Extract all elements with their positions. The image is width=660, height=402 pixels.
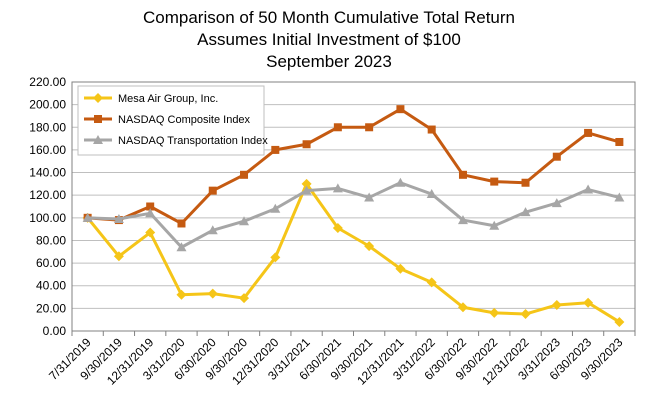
data-point: [177, 219, 186, 228]
data-point: [583, 184, 594, 194]
data-point: [521, 178, 530, 187]
y-tick-label: 160.00: [29, 143, 66, 157]
legend-marker-swatch: [93, 93, 103, 103]
data-point: [426, 189, 437, 199]
data-point: [113, 251, 124, 262]
chart-title-line-3: September 2023: [266, 52, 392, 71]
y-tick-label: 180.00: [29, 120, 66, 134]
data-point: [270, 252, 281, 263]
y-tick-label: 200.00: [29, 98, 66, 112]
data-point: [332, 183, 343, 193]
legend-marker-swatch: [94, 115, 102, 123]
y-tick-label: 0.00: [43, 324, 67, 338]
data-point: [614, 316, 625, 327]
data-point: [489, 220, 500, 230]
data-point: [270, 203, 281, 213]
series-line-2: [87, 181, 620, 249]
data-point: [364, 192, 375, 202]
data-point: [207, 288, 218, 299]
data-point: [490, 177, 499, 186]
data-point: [82, 212, 93, 222]
y-tick-label: 20.00: [36, 301, 66, 315]
y-tick-label: 60.00: [36, 256, 66, 270]
series-line-0: [86, 182, 621, 324]
data-point: [584, 128, 593, 137]
data-point: [615, 137, 624, 146]
data-point: [426, 277, 437, 288]
data-point: [489, 307, 500, 318]
data-point: [520, 207, 531, 217]
legend-label: Mesa Air Group, Inc.: [118, 93, 218, 105]
data-point: [395, 177, 406, 187]
data-point: [207, 225, 218, 235]
data-point: [176, 289, 187, 300]
y-tick-label: 100.00: [29, 211, 66, 225]
data-point: [614, 192, 625, 202]
data-point: [457, 215, 468, 225]
data-point: [457, 302, 468, 313]
legend-marker-swatch: [93, 135, 103, 144]
data-point: [271, 145, 280, 154]
legend-label: NASDAQ Composite Index: [118, 114, 251, 126]
chart-title-line-2: Assumes Initial Investment of $100: [197, 30, 461, 49]
y-tick-label: 40.00: [36, 279, 66, 293]
data-point: [208, 186, 217, 195]
data-point: [146, 202, 155, 211]
data-point: [239, 216, 250, 226]
data-point: [520, 309, 531, 320]
data-point: [301, 185, 312, 195]
data-point: [333, 123, 342, 132]
data-point: [364, 241, 375, 252]
y-tick-label: 120.00: [29, 188, 66, 202]
data-point: [551, 198, 562, 208]
data-point: [113, 213, 124, 223]
data-point: [552, 152, 561, 161]
y-tick-label: 80.00: [36, 233, 66, 247]
data-point: [240, 170, 249, 179]
data-point: [427, 125, 436, 134]
series-line-1: [87, 107, 620, 225]
data-point: [176, 242, 187, 252]
y-tick-label: 140.00: [29, 166, 66, 180]
data-point: [145, 227, 156, 238]
legend: Mesa Air Group, Inc. NASDAQ Composite Ind…: [77, 85, 268, 156]
data-point: [458, 170, 467, 179]
data-point: [145, 208, 156, 218]
y-tick-label: 220.00: [29, 75, 66, 89]
data-point: [302, 140, 311, 149]
data-point: [301, 178, 312, 189]
data-point: [551, 299, 562, 310]
data-point: [395, 263, 406, 274]
data-point: [396, 105, 405, 114]
legend-label: NASDAQ Transportation Index: [118, 135, 268, 147]
data-point: [583, 297, 594, 308]
data-point: [239, 293, 250, 304]
data-point: [365, 123, 374, 132]
data-point: [332, 223, 343, 234]
chart-title-line-1: Comparison of 50 Month Cumulative Total …: [143, 8, 515, 27]
